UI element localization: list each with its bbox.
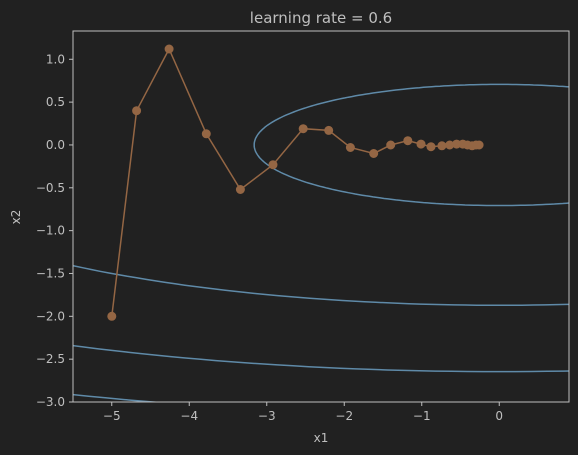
x-tick-label: −4 <box>180 409 198 423</box>
x-axis-label: x1 <box>314 431 329 445</box>
path-point <box>474 140 484 150</box>
contour-line <box>253 83 569 207</box>
y-axis-label: x2 <box>9 210 23 225</box>
y-tick-label: −2.0 <box>36 309 65 323</box>
y-tick-label: 0.0 <box>46 138 65 152</box>
path-point <box>416 139 426 149</box>
path-point <box>426 142 436 152</box>
path-point <box>201 129 211 139</box>
path-point <box>268 160 278 170</box>
path-point <box>403 136 413 146</box>
x-tick-label: −3 <box>258 409 276 423</box>
path-point <box>437 141 447 151</box>
path-point <box>345 143 355 152</box>
path-point <box>164 44 174 54</box>
x-tick-label: −5 <box>103 409 121 423</box>
x-axis-ticks: −5 −4 −3 −2 −1 0 <box>103 402 503 423</box>
path-point <box>132 106 142 116</box>
y-tick-label: −2.5 <box>36 352 65 366</box>
y-tick-label: −3.0 <box>36 395 65 409</box>
plot-frame <box>72 30 570 403</box>
descent-path <box>107 44 484 321</box>
x-tick-label: −2 <box>335 409 353 423</box>
path-point <box>386 140 396 150</box>
y-tick-label: 1.0 <box>46 52 65 66</box>
y-tick-label: −1.5 <box>36 266 65 280</box>
y-tick-label: −1.0 <box>36 224 65 238</box>
path-point <box>235 185 245 194</box>
y-tick-label: 0.5 <box>46 95 65 109</box>
y-axis-ticks: 1.0 0.5 0.0 −0.5 −1.0 −1.5 −2.0 −2.5 −3.0 <box>36 52 73 409</box>
path-point <box>369 149 379 158</box>
path-point <box>298 124 308 134</box>
x-tick-label: −1 <box>413 409 431 423</box>
x-tick-label: 0 <box>495 409 503 423</box>
y-tick-label: −0.5 <box>36 181 65 195</box>
path-point <box>324 125 334 135</box>
path-point <box>107 311 117 321</box>
chart-title: learning rate = 0.6 <box>250 9 392 27</box>
